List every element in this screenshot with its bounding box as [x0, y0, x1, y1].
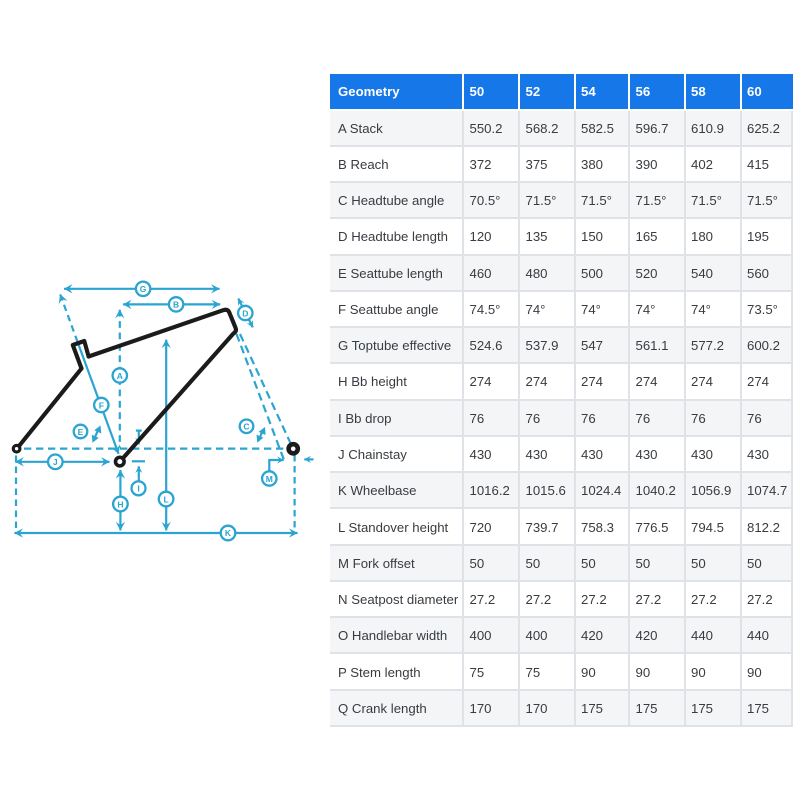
svg-text:L: L [163, 494, 168, 504]
svg-text:G: G [140, 284, 147, 294]
svg-text:E: E [78, 427, 84, 437]
svg-text:A: A [117, 371, 123, 381]
svg-text:C: C [243, 422, 249, 432]
svg-text:J: J [53, 457, 58, 467]
svg-text:B: B [173, 300, 179, 310]
svg-text:M: M [266, 474, 273, 484]
svg-text:I: I [137, 484, 139, 494]
svg-text:K: K [225, 528, 232, 538]
svg-text:F: F [99, 400, 104, 410]
svg-text:H: H [117, 499, 123, 509]
svg-text:D: D [242, 308, 248, 318]
